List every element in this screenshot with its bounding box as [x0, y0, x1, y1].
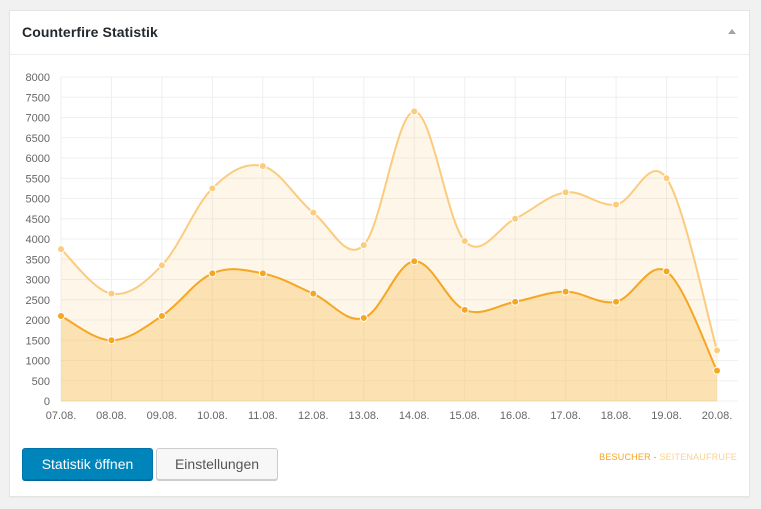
x-tick-label: 13.08.	[348, 410, 379, 422]
point-besucher	[208, 269, 217, 278]
x-tick-label: 14.08.	[399, 410, 430, 422]
point-besucher	[713, 366, 721, 375]
counterfire-widget: Counterfire Statistik 0 500 1000 1500 2000 25…	[9, 10, 750, 497]
x-tick-label: 16.08.	[500, 410, 531, 422]
point-seitenaufrufe	[258, 162, 267, 171]
y-tick-label: 7000	[26, 113, 50, 125]
point-seitenaufrufe	[662, 174, 671, 183]
point-besucher	[612, 297, 621, 306]
point-seitenaufrufe	[107, 289, 116, 298]
y-tick-label: 1500	[26, 335, 50, 347]
point-seitenaufrufe	[359, 241, 368, 250]
x-tick-label: 18.08.	[601, 410, 632, 422]
chart-svg: 0 500 1000 1500 2000 2500 3000 3500 4000 4500 5000…	[26, 72, 738, 422]
y-tick-label: 7500	[26, 92, 50, 104]
point-besucher	[258, 269, 267, 278]
point-seitenaufrufe	[511, 214, 520, 223]
y-tick-label: 0	[44, 396, 50, 408]
y-tick-label: 8000	[26, 72, 50, 84]
settings-button[interactable]: Einstellungen	[156, 448, 278, 480]
y-tick-label: 5000	[26, 194, 50, 206]
collapse-arrow-icon[interactable]	[728, 29, 736, 34]
point-seitenaufrufe	[157, 261, 166, 270]
y-tick-label: 6000	[26, 153, 50, 165]
x-tick-label: 10.08.	[197, 410, 228, 422]
x-tick-label: 19.08.	[651, 410, 682, 422]
legend-seitenaufrufe: SEITENAUFRUFE	[659, 452, 737, 462]
y-tick-label: 3500	[26, 254, 50, 266]
point-seitenaufrufe	[612, 200, 621, 209]
y-tick-label: 2500	[26, 295, 50, 307]
x-tick-label: 08.08.	[96, 410, 127, 422]
point-seitenaufrufe	[410, 107, 419, 116]
x-tick-label: 20.08.	[702, 410, 733, 422]
point-besucher	[460, 305, 469, 314]
x-tick-label: 09.08.	[147, 410, 178, 422]
open-statistics-button[interactable]: Statistik öffnen	[22, 448, 153, 480]
widget-header[interactable]: Counterfire Statistik	[10, 11, 749, 55]
point-besucher	[511, 297, 520, 306]
point-seitenaufrufe	[561, 188, 570, 197]
legend-besucher: BESUCHER	[599, 452, 651, 462]
x-tick-label: 17.08.	[550, 410, 581, 422]
widget-title: Counterfire Statistik	[22, 24, 158, 40]
y-tick-label: 4000	[26, 234, 50, 246]
point-seitenaufrufe	[208, 184, 217, 193]
x-tick-label: 12.08.	[298, 410, 329, 422]
chart-legend: BESUCHER - SEITENAUFRUFE	[599, 452, 737, 462]
point-seitenaufrufe	[57, 245, 65, 254]
point-besucher	[561, 287, 570, 296]
y-tick-label: 500	[32, 376, 50, 388]
x-tick-label: 11.08.	[248, 410, 278, 422]
point-besucher	[359, 313, 368, 322]
line-seitenaufrufe	[60, 110, 718, 351]
point-seitenaufrufe	[309, 208, 318, 217]
y-tick-label: 3000	[26, 275, 50, 287]
statistics-chart: 0 500 1000 1500 2000 2500 3000 3500 4000 4500 5000…	[10, 55, 751, 435]
point-besucher	[107, 336, 116, 345]
x-tick-label: 07.08.	[46, 410, 77, 422]
point-besucher	[410, 257, 419, 266]
point-besucher	[662, 267, 671, 276]
y-tick-label: 4500	[26, 214, 50, 226]
point-besucher	[157, 311, 166, 320]
y-tick-label: 2000	[26, 315, 50, 327]
point-seitenaufrufe	[713, 346, 721, 355]
point-besucher	[309, 289, 318, 298]
area-besucher	[61, 261, 717, 401]
area-seitenaufrufe	[61, 111, 717, 401]
point-besucher	[57, 311, 65, 320]
point-seitenaufrufe	[460, 237, 469, 246]
y-tick-label: 5500	[26, 173, 50, 185]
x-tick-label: 15.08.	[449, 410, 480, 422]
y-tick-label: 6500	[26, 133, 50, 145]
y-tick-label: 1000	[26, 356, 50, 368]
legend-separator: -	[653, 452, 657, 462]
